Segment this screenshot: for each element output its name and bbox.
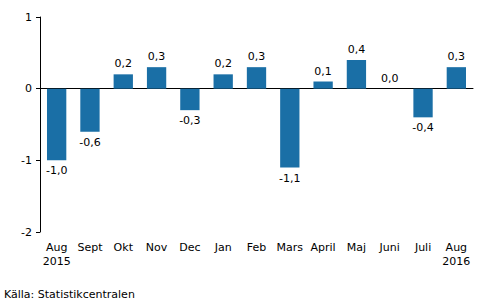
svg-text:-1,1: -1,1 bbox=[279, 172, 300, 185]
svg-text:-0,6: -0,6 bbox=[79, 136, 100, 149]
svg-text:Feb: Feb bbox=[247, 241, 266, 254]
svg-text:-1: -1 bbox=[21, 154, 32, 167]
svg-text:2016: 2016 bbox=[442, 255, 470, 268]
svg-text:Aug: Aug bbox=[46, 241, 67, 254]
svg-text:Juli: Juli bbox=[414, 241, 431, 254]
svg-text:Mars: Mars bbox=[277, 241, 304, 254]
svg-text:Nov: Nov bbox=[146, 241, 168, 254]
svg-text:Sept: Sept bbox=[77, 241, 103, 254]
svg-text:0,1: 0,1 bbox=[314, 65, 332, 78]
svg-text:0,3: 0,3 bbox=[248, 50, 266, 63]
svg-text:0,0: 0,0 bbox=[381, 72, 399, 85]
svg-text:1: 1 bbox=[25, 11, 32, 24]
svg-text:0,3: 0,3 bbox=[148, 50, 166, 63]
svg-text:0: 0 bbox=[25, 82, 32, 95]
svg-text:0,4: 0,4 bbox=[348, 43, 366, 56]
svg-text:Aug: Aug bbox=[446, 241, 467, 254]
svg-text:0,2: 0,2 bbox=[214, 57, 232, 70]
svg-text:2015: 2015 bbox=[43, 255, 71, 268]
svg-text:-0,3: -0,3 bbox=[179, 114, 200, 127]
svg-text:Källa: Statistikcentralen: Källa: Statistikcentralen bbox=[4, 288, 135, 301]
svg-text:0,3: 0,3 bbox=[448, 50, 466, 63]
svg-text:Jan: Jan bbox=[214, 241, 232, 254]
svg-text:April: April bbox=[311, 241, 336, 254]
svg-text:Maj: Maj bbox=[347, 241, 366, 254]
svg-text:0,2: 0,2 bbox=[115, 57, 132, 70]
svg-text:Juni: Juni bbox=[379, 241, 400, 254]
svg-text:-0,4: -0,4 bbox=[412, 121, 433, 134]
svg-text:-1,0: -1,0 bbox=[46, 164, 67, 177]
svg-text:Okt: Okt bbox=[114, 241, 134, 254]
svg-text:Dec: Dec bbox=[179, 241, 200, 254]
svg-text:-2: -2 bbox=[21, 226, 32, 239]
